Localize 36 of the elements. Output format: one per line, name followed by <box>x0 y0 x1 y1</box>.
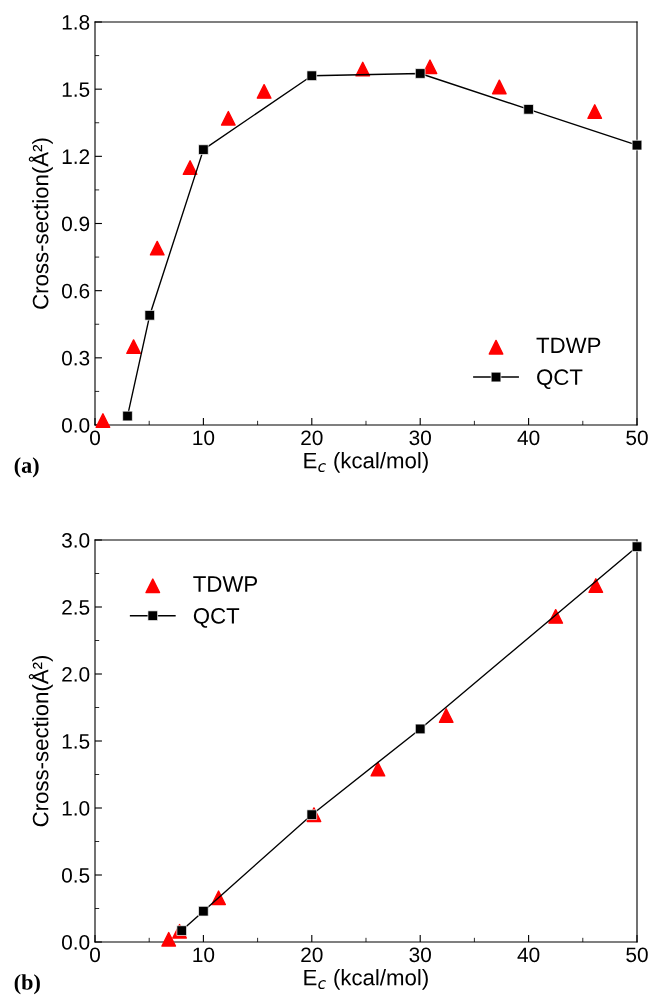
y-tick-label: 1.8 <box>62 15 90 30</box>
y-tick-label: 0.5 <box>61 868 90 883</box>
y-axis-title: Cross-section(Å²) <box>28 655 53 827</box>
x-tick-label: 0 <box>90 947 100 963</box>
text: (b) <box>14 974 40 995</box>
x-axis-title: E$_{c}$ (kcal/mol) <box>304 969 428 990</box>
x-tick-label: 20 <box>301 947 323 963</box>
y-tick-label: 0.6 <box>61 283 90 299</box>
y-tick-label: 0.3 <box>61 350 90 366</box>
y-tick-label: 1.2 <box>62 149 90 164</box>
legend-label: TDWP <box>536 337 601 354</box>
x-tick-label: 30 <box>409 430 431 446</box>
x-tick-label: 30 <box>409 947 431 963</box>
x-tick-label: 50 <box>626 430 648 446</box>
y-tick-label: 1.5 <box>62 82 90 97</box>
y-axis-title: Cross-section(Å²) <box>28 138 53 309</box>
y-tick-label: 2.0 <box>62 667 90 682</box>
x-tick-label: 10 <box>193 947 215 963</box>
y-tick-label: 3.0 <box>61 533 90 548</box>
y-tick-label: 1.0 <box>62 801 90 816</box>
x-tick-label: 40 <box>517 430 540 446</box>
x-tick-label: 10 <box>193 430 215 446</box>
x-tick-label: 20 <box>301 430 323 446</box>
y-tick-label: 0.0 <box>61 935 90 950</box>
y-tick-label: 0.0 <box>61 418 90 433</box>
x-axis-title: E$_{c}$ (kcal/mol) <box>304 452 428 473</box>
legend-label: TDWP <box>193 576 258 592</box>
x-tick-label: 0 <box>90 430 100 446</box>
y-tick-label: 2.5 <box>62 600 90 615</box>
x-tick-label: 50 <box>626 947 648 963</box>
y-tick-label: 0.9 <box>61 216 90 232</box>
legend-label: QCT <box>193 607 240 628</box>
text: (a) <box>14 457 39 478</box>
x-tick-label: 40 <box>517 947 540 963</box>
y-tick-label: 1.5 <box>62 734 90 749</box>
legend-label: QCT <box>537 369 583 390</box>
